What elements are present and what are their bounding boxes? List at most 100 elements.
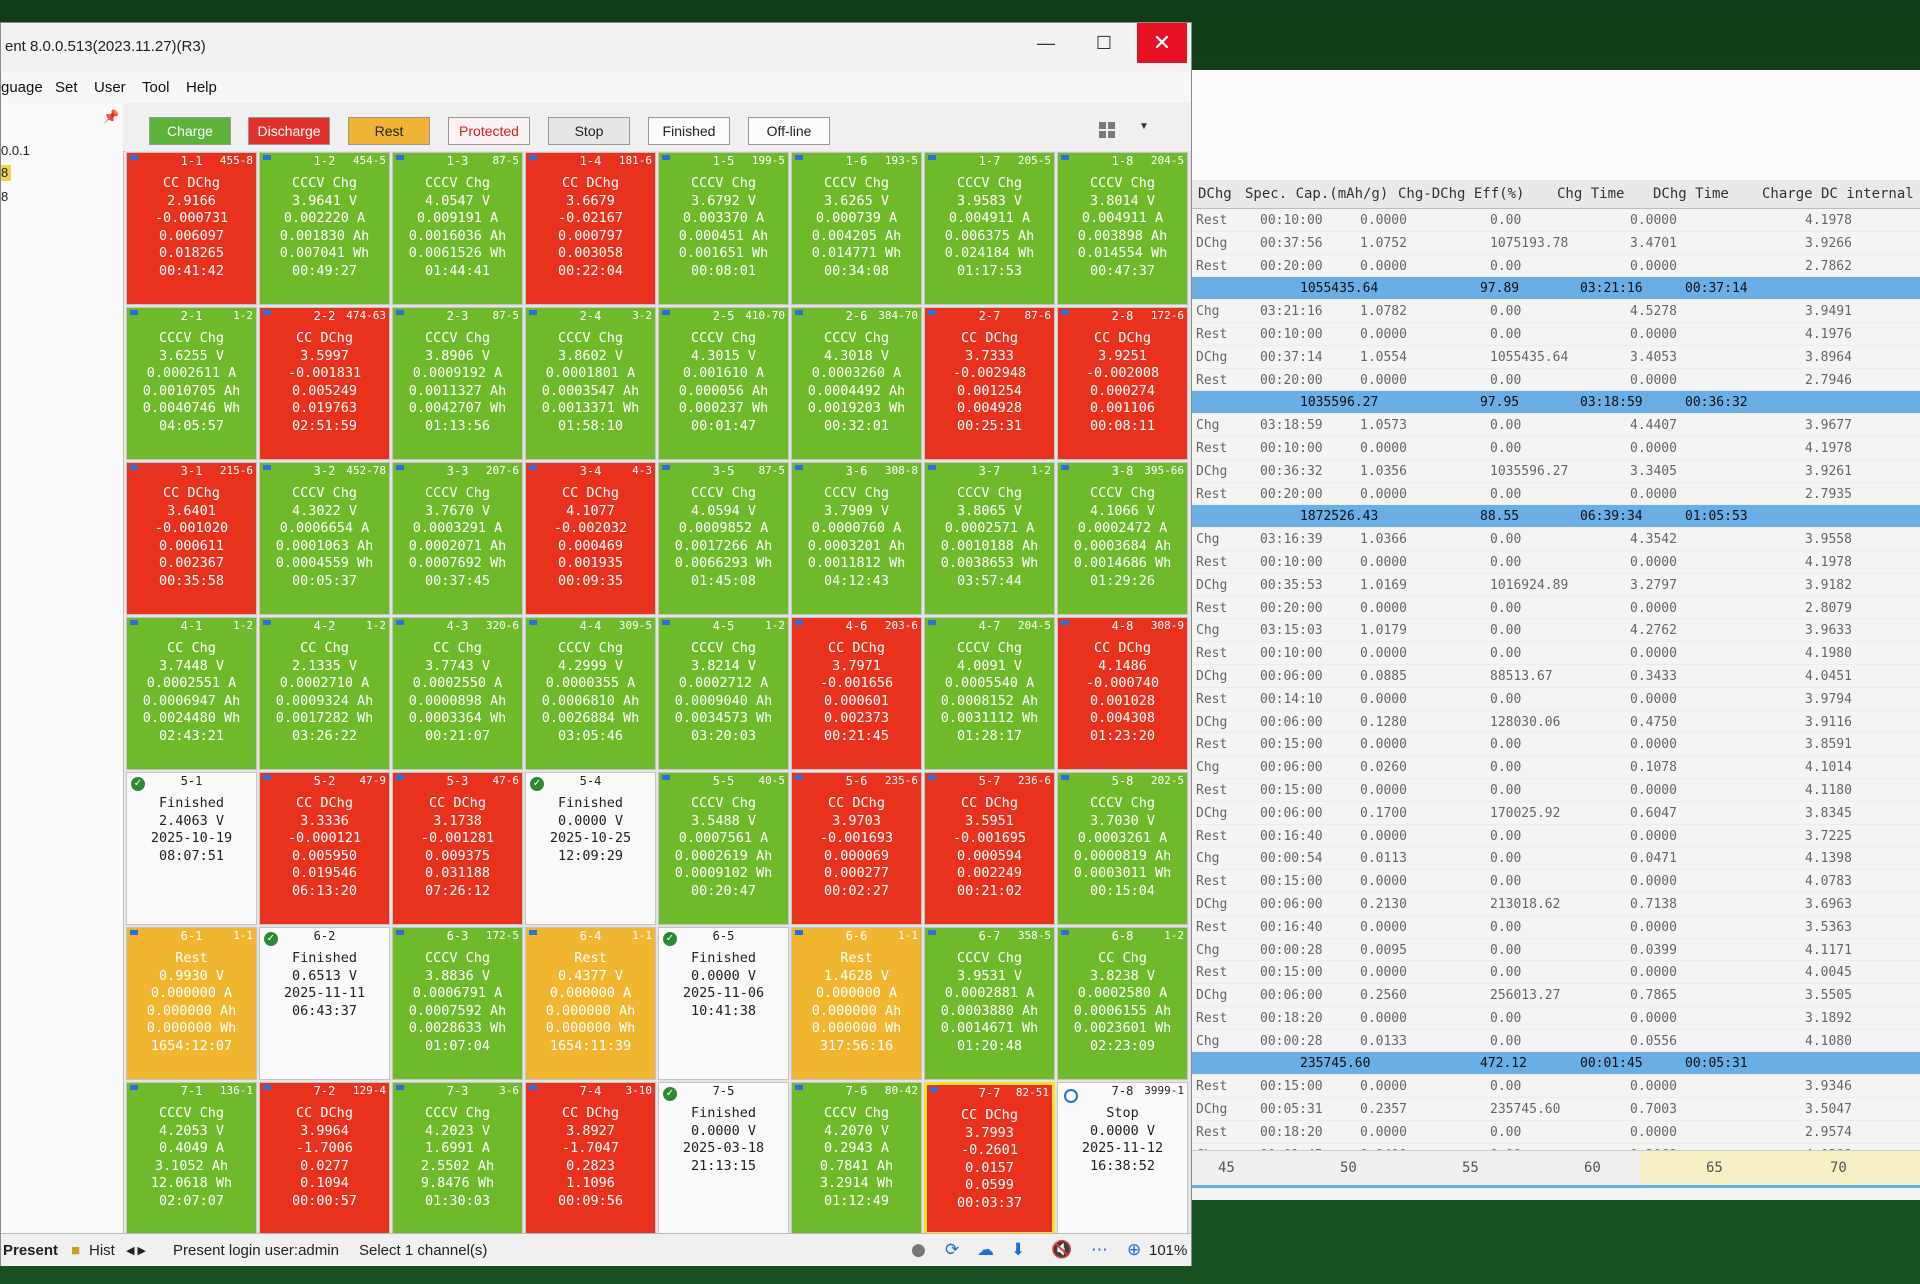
channel-3-1[interactable]: 3-1 215-6 CC DChg 3.6401 -0.001020 0.000611 0.… (126, 462, 257, 615)
record-row[interactable]: Chg 00:06:00 0.0260 0.00 0.1078 4.1014 (1190, 756, 1920, 779)
record-row[interactable]: Rest 00:10:00 0.0000 0.00 0.0000 4.1976 (1190, 323, 1920, 346)
channel-3-7[interactable]: 3-7 1-2 CCCV Chg 3.8065 V 0.0002571 A 0.00101… (924, 462, 1055, 615)
record-row[interactable]: Rest 00:15:00 0.0000 0.00 0.0000 3.8591 (1190, 733, 1920, 757)
record-row[interactable]: Chg 03:15:03 1.0179 0.00 4.2762 3.9633 (1190, 619, 1920, 643)
channel-2-7[interactable]: 2-7 87-6 CC DChg 3.7333 -0.002948 0.001254 0.0… (924, 307, 1055, 460)
chat-icon[interactable]: ● (911, 1240, 926, 1260)
col-header[interactable]: DChg (1198, 186, 1232, 202)
channel-6-7[interactable]: 6-7 358-5 CCCV Chg 3.9531 V 0.0002881 A 0.000… (924, 927, 1055, 1080)
col-header[interactable]: DChg Time (1653, 186, 1729, 202)
channel-7-7[interactable]: 7-7 82-51 CC DChg 3.7993 -0.2601 0.0157 0.0599… (924, 1082, 1055, 1235)
legend-protected[interactable]: Protected (448, 117, 530, 145)
channel-3-3[interactable]: 3-3 207-6 CCCV Chg 3.7670 V 0.0003291 A 0.000… (392, 462, 523, 615)
record-row[interactable]: Rest 00:16:40 0.0000 0.00 0.0000 3.5363 (1190, 916, 1920, 939)
download-icon[interactable]: ⬇ (1011, 1240, 1026, 1260)
record-row[interactable]: Chg 00:00:28 0.0133 0.00 0.0556 4.1080 (1190, 1030, 1920, 1053)
mute-icon[interactable]: 🔇 (1051, 1240, 1073, 1260)
record-row[interactable]: DChg 00:06:00 0.2130 213018.62 0.7138 3.6963 (1190, 893, 1920, 916)
menu-set[interactable]: Set (55, 79, 78, 96)
channel-3-6[interactable]: 3-6 308-8 CCCV Chg 3.7909 V 0.0000760 A 0.000… (791, 462, 922, 615)
record-summary-row[interactable]: 235745.60 472.12 00:01:45 00:05:31 (1190, 1052, 1920, 1076)
channel-5-4[interactable]: ✓ 5-4 Finished 0.0000 V 2025-10-25 12:09:29 (525, 772, 656, 925)
record-row[interactable]: Rest 00:16:40 0.0000 0.00 0.0000 3.7225 (1190, 825, 1920, 848)
record-row[interactable]: DChg 00:06:00 0.0885 88513.67 0.3433 4.0451 (1190, 665, 1920, 688)
hist-tab[interactable]: Hist (89, 1242, 115, 1259)
record-row[interactable]: Rest 00:20:00 0.0000 0.00 0.0000 2.8079 (1190, 597, 1920, 620)
channel-2-5[interactable]: 2-5 410-70 CCCV Chg 4.3015 V 0.001610 A 0.000… (658, 307, 789, 460)
record-row[interactable]: Chg 03:18:59 1.0573 0.00 4.4407 3.9677 (1190, 414, 1920, 437)
present-tab[interactable]: Present (3, 1242, 59, 1259)
record-row[interactable]: Chg 03:21:16 1.0782 0.00 4.5278 3.9491 (1190, 300, 1920, 323)
col-header[interactable]: Spec. Cap.(mAh/g) (1245, 186, 1389, 202)
record-row[interactable]: DChg 00:06:00 0.2560 256013.27 0.7865 3.5505 (1190, 984, 1920, 1007)
col-header[interactable]: Charge DC internal (1762, 186, 1914, 202)
channel-6-8[interactable]: 6-8 1-2 CC Chg 3.8238 V 0.0002580 A 0.0006155… (1057, 927, 1188, 1080)
channel-6-5[interactable]: ✓ 6-5 Finished 0.0000 V 2025-11-06 10:41:38 (658, 927, 789, 1080)
record-row[interactable]: Rest 00:20:00 0.0000 0.00 0.0000 2.7862 (1190, 255, 1920, 278)
sync-icon[interactable]: ⟳ (945, 1240, 960, 1260)
channel-6-6[interactable]: 6-6 1-1 Rest 1.4628 V 0.000000 A 0.000000 Ah 0… (791, 927, 922, 1080)
record-row[interactable]: DChg 00:37:56 1.0752 1075193.78 3.4701 3.9266 (1190, 232, 1920, 255)
legend-charge[interactable]: Charge (149, 117, 231, 145)
record-row[interactable]: Rest 00:15:00 0.0000 0.00 0.0000 4.0783 (1190, 870, 1920, 893)
record-row[interactable]: Rest 00:10:00 0.0000 0.00 0.0000 4.1978 (1190, 551, 1920, 574)
channel-5-3[interactable]: 5-3 47-6 CC DChg 3.1738 -0.001281 0.009375 0.0… (392, 772, 523, 925)
channel-7-4[interactable]: 7-4 3-10 CC DChg 3.8927 -1.7047 0.2823 1.1096 0… (525, 1082, 656, 1235)
channel-5-2[interactable]: 5-2 47-9 CC DChg 3.3336 -0.000121 0.005950 0.0… (259, 772, 390, 925)
channel-7-3[interactable]: 7-3 3-6 CCCV Chg 4.2023 V 1.6991 A 2.5502 Ah 9… (392, 1082, 523, 1235)
channel-4-3[interactable]: 4-3 320-6 CC Chg 3.7743 V 0.0002550 A 0.00008… (392, 617, 523, 770)
menu-help[interactable]: Help (186, 79, 217, 96)
record-row[interactable]: Chg 03:16:39 1.0366 0.00 4.3542 3.9558 (1190, 528, 1920, 551)
channel-2-1[interactable]: 2-1 1-2 CCCV Chg 3.6255 V 0.0002611 A 0.00107… (126, 307, 257, 460)
channel-3-4[interactable]: 3-4 4-3 CC DChg 4.1077 -0.002032 0.000469 0.00… (525, 462, 656, 615)
channel-7-6[interactable]: 7-6 80-42 CCCV Chg 4.2070 V 0.2943 A 0.7841 A… (791, 1082, 922, 1235)
col-header[interactable]: Chg-DChg Eff(%) (1398, 186, 1525, 202)
channel-4-1[interactable]: 4-1 1-2 CC Chg 3.7448 V 0.0002551 A 0.0006947… (126, 617, 257, 770)
menu-user[interactable]: User (94, 79, 126, 96)
channel-2-6[interactable]: 2-6 384-70 CCCV Chg 4.3018 V 0.0003260 A 0.00… (791, 307, 922, 460)
channel-1-1[interactable]: 1-1 455-8 CC DChg 2.9166 -0.000731 0.006097 0.… (126, 152, 257, 305)
channel-7-5[interactable]: ✓ 7-5 Finished 0.0000 V 2025-03-18 21:13:15 (658, 1082, 789, 1235)
record-row[interactable]: DChg 00:35:53 1.0169 1016924.89 3.2797 3.9182 (1190, 574, 1920, 597)
channel-4-6[interactable]: 4-6 203-6 CC DChg 3.7971 -0.001656 0.000601 0.… (791, 617, 922, 770)
channel-7-1[interactable]: 7-1 136-1 CCCV Chg 4.2053 V 0.4049 A 3.1052 A… (126, 1082, 257, 1235)
record-row[interactable]: Rest 00:15:00 0.0000 0.00 0.0000 3.9346 (1190, 1075, 1920, 1099)
record-row[interactable]: Rest 00:18:20 0.0000 0.00 0.0000 2.9574 (1190, 1121, 1920, 1144)
legend-discharge[interactable]: Discharge (248, 117, 330, 145)
record-row[interactable]: Rest 00:10:00 0.0000 0.00 0.0000 4.1980 (1190, 642, 1920, 665)
record-summary-row[interactable]: 1055435.64 97.89 03:21:16 00:37:14 (1190, 277, 1920, 301)
record-row[interactable]: Chg 00:00:54 0.0113 0.00 0.0471 4.1398 (1190, 847, 1920, 871)
channel-1-2[interactable]: 1-2 454-5 CCCV Chg 3.9641 V 0.002220 A 0.0018… (259, 152, 390, 305)
legend-offline[interactable]: Off-line (748, 117, 830, 145)
channel-2-8[interactable]: 2-8 172-6 CC DChg 3.9251 -0.002008 0.000274 0.… (1057, 307, 1188, 460)
tree-item[interactable]: 8 (1, 189, 9, 204)
channel-4-7[interactable]: 4-7 204-5 CCCV Chg 4.0091 V 0.0005540 A 0.000… (924, 617, 1055, 770)
channel-6-4[interactable]: 6-4 1-1 Rest 0.4377 V 0.000000 A 0.000000 Ah 0… (525, 927, 656, 1080)
cloud-icon[interactable]: ☁ (977, 1240, 994, 1260)
channel-4-8[interactable]: 4-8 308-9 CC DChg 4.1486 -0.000740 0.001028 0.… (1057, 617, 1188, 770)
record-row[interactable]: Rest 00:10:00 0.0000 0.00 0.0000 4.1978 (1190, 437, 1920, 460)
record-row[interactable]: Rest 00:18:20 0.0000 0.00 0.0000 3.1892 (1190, 1007, 1920, 1030)
tree-item[interactable]: 0.0.1 (1, 143, 30, 158)
channel-5-5[interactable]: 5-5 40-5 CCCV Chg 3.5488 V 0.0007561 A 0.0002… (658, 772, 789, 925)
tab-scroll-arrows-icon[interactable]: ◀ ▶ (126, 1245, 146, 1257)
channel-2-2[interactable]: 2-2 474-63 CC DChg 3.5997 -0.001831 0.005249 0… (259, 307, 390, 460)
more-icon[interactable]: ⋯ (1091, 1240, 1108, 1260)
menu-tool[interactable]: Tool (142, 79, 170, 96)
channel-6-3[interactable]: 6-3 172-5 CCCV Chg 3.8836 V 0.0006791 A 0.000… (392, 927, 523, 1080)
channel-1-4[interactable]: 1-4 181-6 CC DChg 3.6679 -0.02167 0.000797 0.0… (525, 152, 656, 305)
zoom-icon[interactable]: ⊕ (1127, 1240, 1142, 1260)
record-row[interactable]: Rest 00:20:00 0.0000 0.00 0.0000 2.7935 (1190, 483, 1920, 506)
channel-5-6[interactable]: 5-6 235-6 CC DChg 3.9703 -0.001693 0.000069 0.… (791, 772, 922, 925)
record-row[interactable]: Rest 00:15:00 0.0000 0.00 0.0000 4.0045 (1190, 961, 1920, 985)
record-row[interactable]: DChg 00:36:32 1.0356 1035596.27 3.3405 3.9261 (1190, 460, 1920, 483)
channel-1-7[interactable]: 1-7 205-5 CCCV Chg 3.9583 V 0.004911 A 0.0063… (924, 152, 1055, 305)
channel-3-5[interactable]: 3-5 87-5 CCCV Chg 4.0594 V 0.0009852 A 0.0017… (658, 462, 789, 615)
channel-6-2[interactable]: ✓ 6-2 Finished 0.6513 V 2025-11-11 06:43:37 (259, 927, 390, 1080)
layout-grid-icon[interactable] (1098, 121, 1116, 139)
minimize-button[interactable]: — (1037, 33, 1055, 53)
channel-4-2[interactable]: 4-2 1-2 CC Chg 2.1335 V 0.0002710 A 0.0009324… (259, 617, 390, 770)
channel-2-4[interactable]: 2-4 3-2 CCCV Chg 3.8602 V 0.0001801 A 0.00035… (525, 307, 656, 460)
record-summary-row[interactable]: 1035596.27 97.95 03:18:59 00:36:32 (1190, 391, 1920, 415)
record-row[interactable]: Rest 00:10:00 0.0000 0.00 0.0000 4.1978 (1190, 209, 1920, 232)
